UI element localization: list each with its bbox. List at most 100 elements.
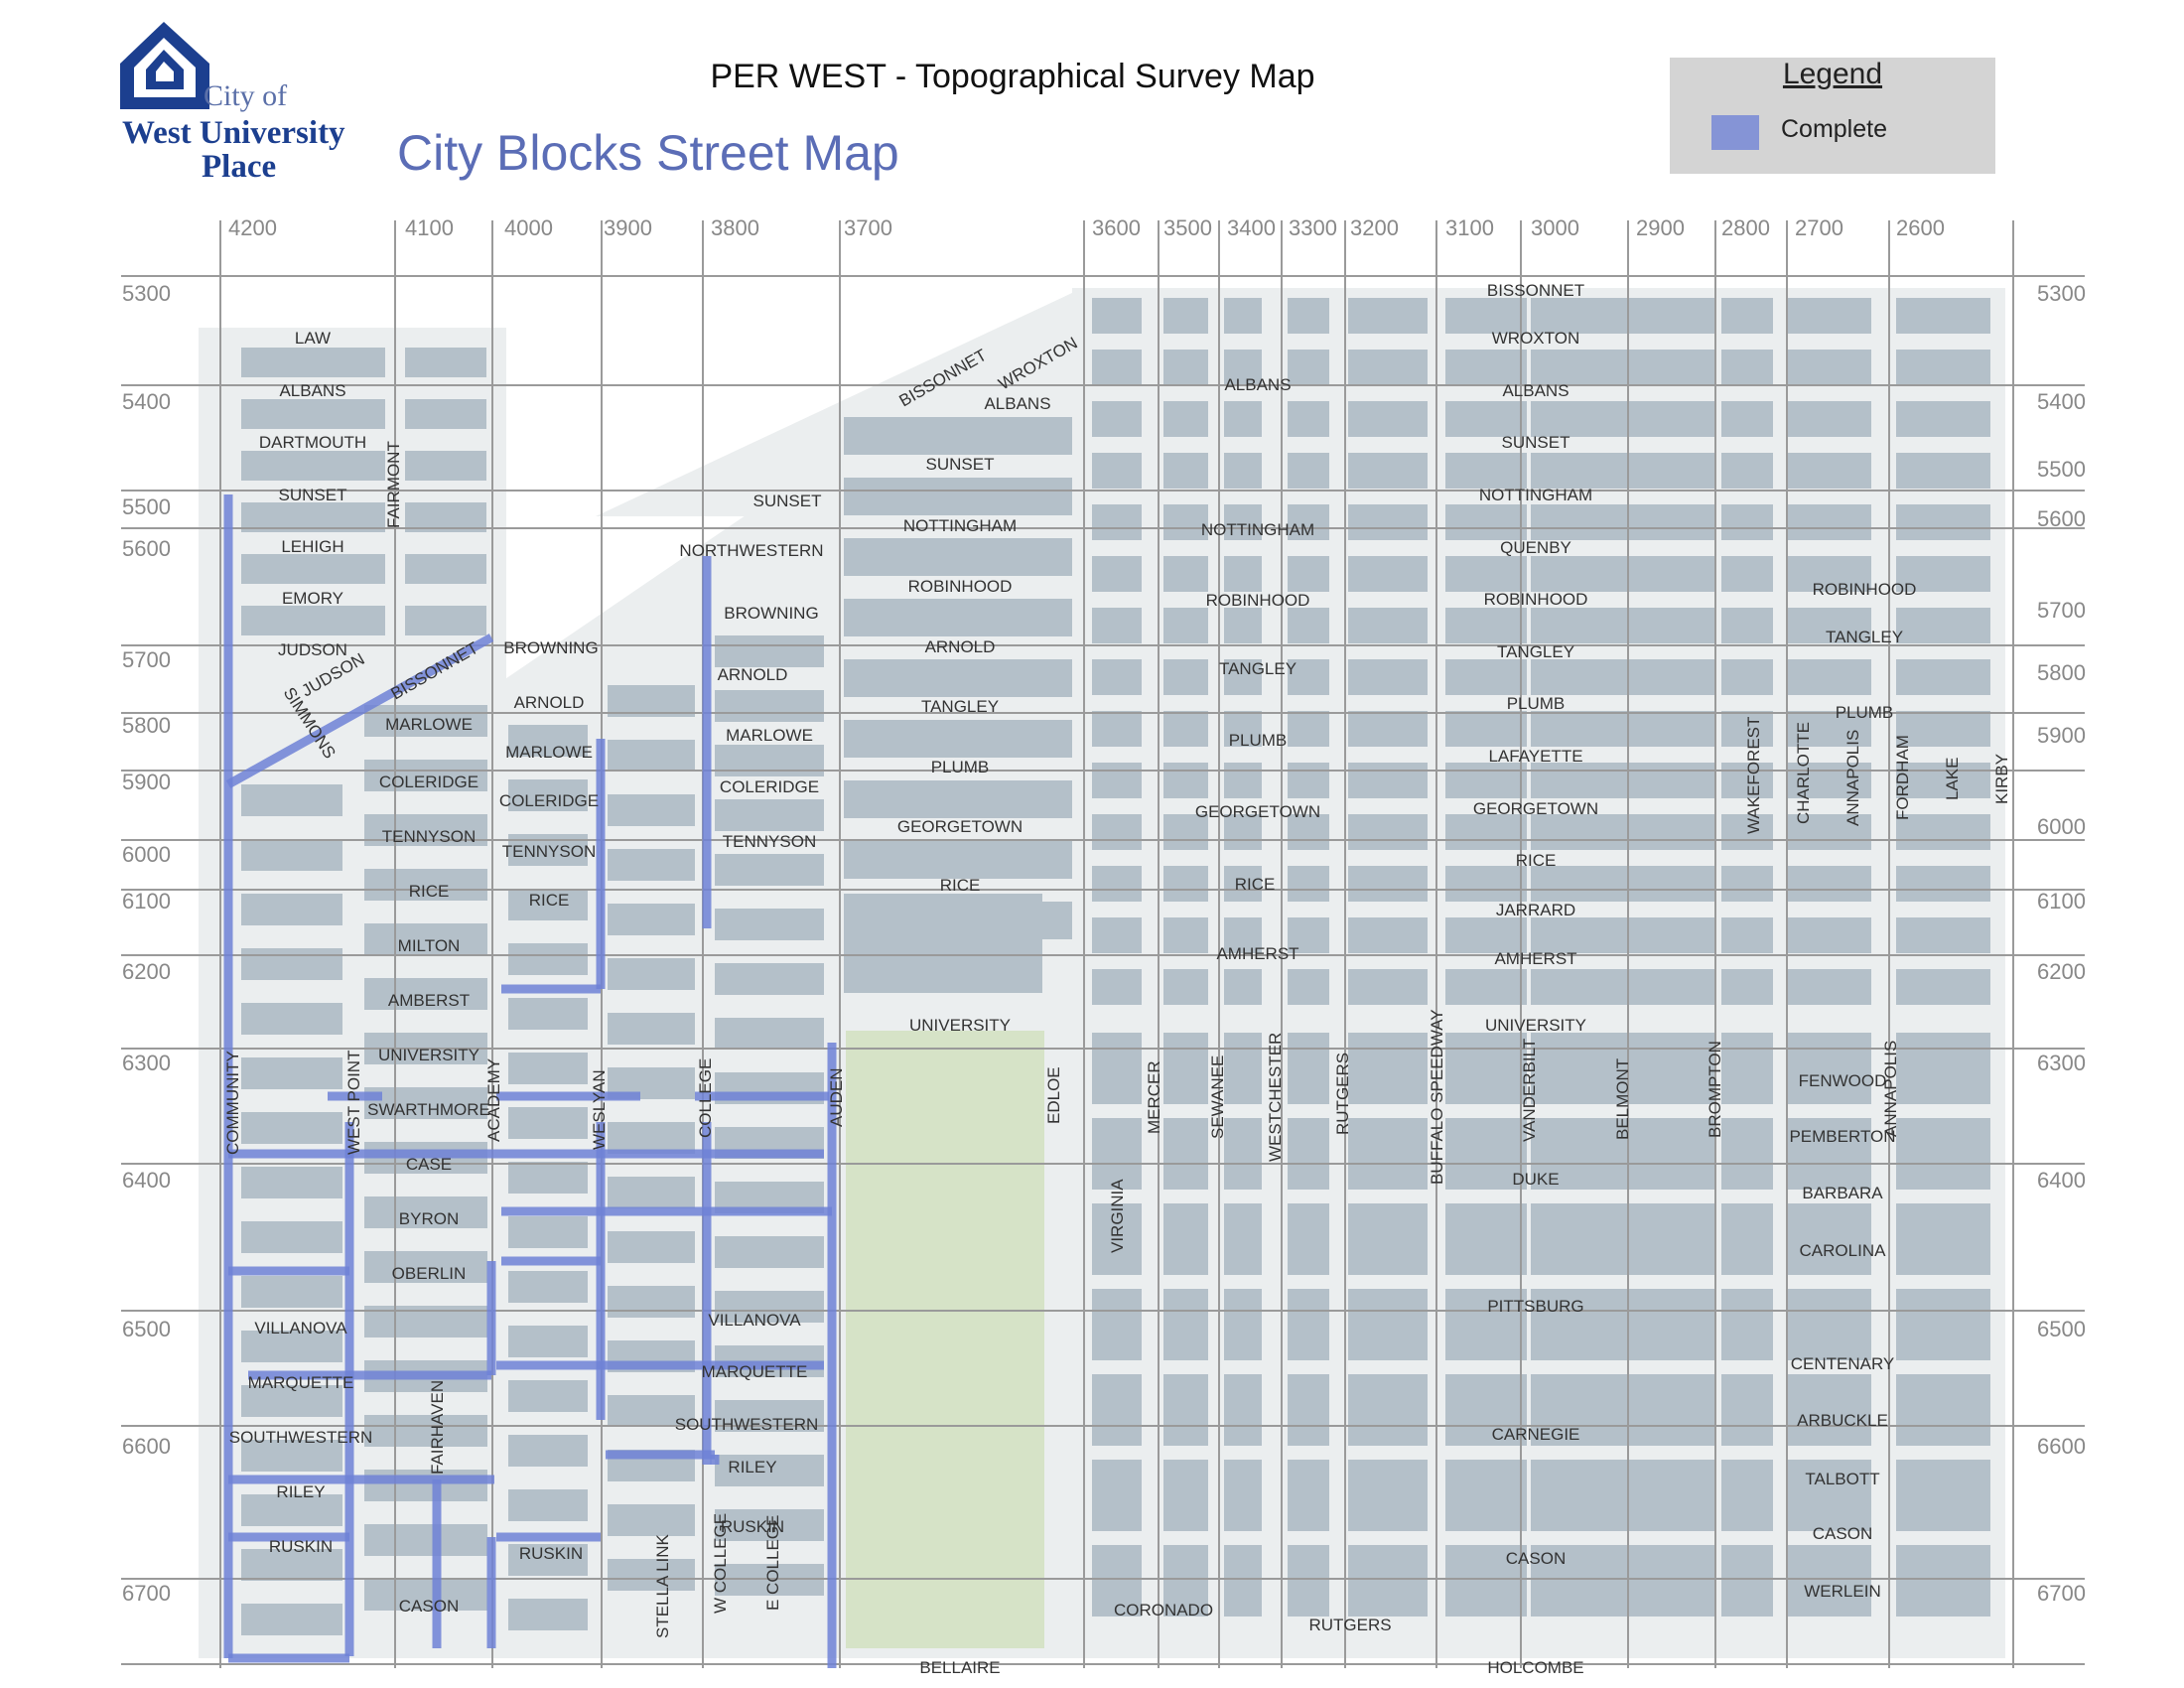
city-block (1445, 711, 1527, 747)
street-labels-middle: BROWNING ARNOLD MARLOWE COLERIDGE TENNYS… (499, 541, 824, 1563)
street-label: BARBARA (1802, 1184, 1883, 1202)
city-block (1638, 917, 1715, 953)
city-block (405, 606, 486, 635)
city-block (1721, 1374, 1773, 1446)
city-block (1224, 556, 1262, 592)
grid-top-3600: 3600 (1092, 215, 1141, 240)
city-block (1288, 453, 1329, 489)
city-block (241, 894, 342, 925)
city-block (241, 1494, 342, 1526)
city-block (1896, 763, 1990, 798)
city-block (241, 1112, 342, 1144)
city-block (1224, 969, 1262, 1005)
city-block (1638, 504, 1715, 540)
city-block (241, 839, 342, 871)
city-block (241, 1057, 342, 1089)
city-block (715, 909, 824, 940)
street-label: RILEY (728, 1458, 776, 1477)
city-block (1092, 1033, 1142, 1104)
grid-left-6100: 6100 (122, 889, 171, 914)
city-block (1445, 763, 1527, 798)
city-block (1896, 711, 1990, 747)
street-label: TENNYSON (502, 842, 596, 861)
city-block (364, 978, 487, 1010)
city-block (1224, 1460, 1262, 1531)
street-label: ALBANS (279, 381, 345, 400)
city-block (1224, 1203, 1262, 1275)
city-block (715, 745, 824, 776)
city-block (1721, 1203, 1773, 1275)
street-label: EMORY (282, 589, 343, 608)
grid-right-6300: 6300 (2037, 1051, 2086, 1075)
city-block (1896, 969, 1990, 1005)
city-block (364, 869, 487, 901)
city-block (1092, 814, 1142, 850)
grid-top-4000: 4000 (504, 215, 553, 240)
city-block (1721, 969, 1773, 1005)
city-block (1638, 969, 1715, 1005)
city-block (1896, 1033, 1990, 1104)
city-block (715, 799, 824, 831)
city-block (508, 943, 588, 975)
city-block (1787, 659, 1871, 695)
city-block (508, 1544, 588, 1576)
grid-top-3300: 3300 (1289, 215, 1337, 240)
street-label: JARRARD (1496, 901, 1575, 919)
street-label: BYRON (399, 1209, 459, 1228)
street-label: BISSONNET (1487, 281, 1584, 300)
city-block (1348, 763, 1428, 798)
city-block (1163, 608, 1208, 643)
logo-line-1: City of (204, 79, 288, 112)
street-label: MARQUETTE (248, 1373, 354, 1392)
street-label: BUFFALO SPEEDWAY (1428, 1009, 1446, 1185)
city-block (1787, 453, 1871, 489)
city-block (1163, 1289, 1208, 1360)
grid-right-5600: 5600 (2037, 506, 2086, 531)
street-label: ROBINHOOD (1484, 590, 1588, 609)
grid-top-4100: 4100 (405, 215, 454, 240)
city-block (508, 1380, 588, 1412)
city-block (241, 784, 342, 816)
grid-left-5400: 5400 (122, 389, 171, 414)
grid-right-5500: 5500 (2037, 457, 2086, 482)
city-block (1224, 453, 1262, 489)
city-block (1348, 504, 1428, 540)
city-block (1531, 763, 1640, 798)
street-label: ARBUCKLE (1797, 1411, 1888, 1430)
grid-top-3200: 3200 (1350, 215, 1399, 240)
street-label: WERLEIN (1804, 1582, 1880, 1601)
city-block (1288, 1118, 1329, 1190)
city-block (1092, 504, 1142, 540)
city-block (1092, 1545, 1142, 1617)
street-label: LEHIGH (281, 537, 343, 556)
city-block (1638, 866, 1715, 902)
city-block (405, 451, 486, 481)
grid-top-4200: 4200 (228, 215, 277, 240)
city-block (364, 1415, 487, 1447)
street-label: RUSKIN (519, 1544, 583, 1563)
city-block (1445, 1033, 1527, 1104)
street-label: SWARTHMORE (367, 1100, 490, 1119)
city-block (1092, 298, 1142, 334)
city-block (608, 1122, 695, 1154)
city-block (608, 1504, 695, 1536)
street-label: TANGLEY (921, 697, 999, 716)
grid-left-6200: 6200 (122, 959, 171, 984)
city-block (1348, 1289, 1428, 1360)
street-label: CASON (1506, 1549, 1566, 1568)
city-block (1787, 711, 1871, 747)
street-label: BROMPTON (1706, 1041, 1724, 1138)
city-block (364, 1579, 487, 1611)
city-block (1721, 659, 1773, 695)
grid-labels-top: 4200 4100 4000 3900 3800 3700 3600 3500 … (228, 215, 1945, 240)
city-block (715, 1291, 824, 1323)
city-block (508, 1489, 588, 1521)
map-title: PER WEST - Topographical Survey Map (710, 58, 1315, 95)
city-block (1721, 763, 1773, 798)
city-block (1896, 453, 1990, 489)
city-block (1531, 1033, 1640, 1104)
city-block (1896, 917, 1990, 953)
complete-route (225, 633, 494, 788)
city-block (508, 889, 588, 920)
city-block (241, 1167, 342, 1198)
